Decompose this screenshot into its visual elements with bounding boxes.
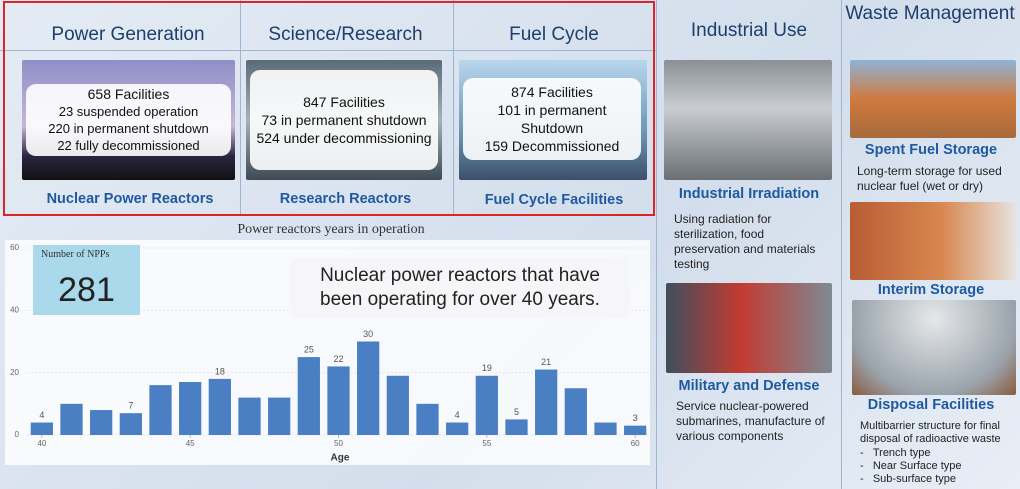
- value-label: 19: [482, 363, 492, 373]
- bar: [179, 382, 201, 435]
- bar: [357, 342, 379, 436]
- photo: [664, 60, 832, 180]
- card-line: 73 in permanent shutdown: [256, 111, 432, 129]
- bar: [209, 379, 231, 435]
- divider: [841, 0, 842, 489]
- bar: [594, 423, 616, 435]
- caption: Fuel Cycle Facilities: [455, 192, 653, 208]
- item-title: Military and Defense: [660, 378, 838, 394]
- x-tick-label: 55: [482, 439, 491, 448]
- column-title: Industrial Use: [658, 20, 840, 42]
- bar: [90, 410, 112, 435]
- y-tick-label: 20: [10, 368, 19, 377]
- x-tick-label: 60: [631, 439, 640, 448]
- bar: [624, 426, 646, 435]
- y-tick-label: 0: [15, 430, 20, 439]
- value-label: 30: [363, 329, 373, 339]
- card-line: 874 Facilities: [469, 83, 635, 101]
- list-item: - Sub-surface type: [860, 473, 1016, 486]
- photo: [850, 60, 1016, 138]
- bar: [327, 366, 349, 435]
- item-title: Interim Storage: [845, 282, 1017, 298]
- item-list: - Trench type - Near Surface type - Sub-…: [860, 447, 1016, 486]
- list-item: - Trench type: [860, 447, 1016, 460]
- item-text: Multibarrier structure for final disposa…: [860, 420, 1016, 446]
- list-text: Near Surface type: [873, 460, 962, 472]
- divider: [656, 0, 657, 489]
- card-line: 22 fully decommissioned: [32, 137, 225, 154]
- item-text: Using radiation for sterilization, food …: [674, 212, 824, 272]
- x-axis-label: Age: [331, 453, 350, 464]
- value-label: 7: [128, 401, 133, 411]
- column-title: Waste Management: [842, 2, 1018, 25]
- value-label: 4: [39, 410, 44, 420]
- value-label: 4: [455, 410, 460, 420]
- callout: Nuclear power reactors that have been op…: [290, 258, 630, 318]
- card-line: 847 Facilities: [256, 93, 432, 111]
- bar: [476, 376, 498, 435]
- column-title: Science/Research: [243, 24, 448, 46]
- facility-card: 658 Facilities 23 suspended operation 22…: [26, 84, 231, 156]
- item-title: Industrial Irradiation: [660, 186, 838, 202]
- y-tick-label: 60: [10, 243, 19, 252]
- facility-card: 874 Facilities 101 in permanent Shutdown…: [463, 78, 641, 160]
- bar: [416, 404, 438, 435]
- list-item: - Near Surface type: [860, 460, 1016, 473]
- item-text: Long-term storage for used nuclear fuel …: [857, 164, 1017, 194]
- item-text: Service nuclear-powered submarines, manu…: [676, 399, 834, 444]
- bar: [298, 357, 320, 435]
- chart-title: Power reactors years in operation: [237, 222, 424, 237]
- value-label: 5: [514, 407, 519, 417]
- kpi-value: 281: [33, 271, 140, 310]
- value-label: 18: [215, 366, 225, 376]
- column-title: Power Generation: [10, 24, 246, 46]
- card-line: 159 Decommissioned: [469, 137, 635, 155]
- card-line: 23 suspended operation: [32, 103, 225, 120]
- list-text: Trench type: [873, 447, 931, 459]
- facility-card: 847 Facilities 73 in permanent shutdown …: [250, 70, 438, 170]
- card-line: 658 Facilities: [32, 86, 225, 103]
- bar: [60, 404, 82, 435]
- card-line: 524 under decommissioning: [256, 129, 432, 147]
- bar: [120, 413, 142, 435]
- x-tick-label: 50: [334, 439, 343, 448]
- infographic: Power Generation 658 Facilities 23 suspe…: [0, 0, 1020, 489]
- bar: [565, 388, 587, 435]
- value-label: 25: [304, 344, 314, 354]
- bar: [505, 419, 527, 435]
- photo: [666, 283, 832, 373]
- item-title: Spent Fuel Storage: [845, 142, 1017, 158]
- bar: [268, 398, 290, 435]
- card-line: 220 in permanent shutdown: [32, 120, 225, 137]
- bar: [387, 376, 409, 435]
- x-tick-label: 45: [186, 439, 195, 448]
- bar: [238, 398, 260, 435]
- value-label: 21: [541, 357, 551, 367]
- photo: [850, 202, 1016, 280]
- column-title: Fuel Cycle: [455, 24, 653, 46]
- y-tick-label: 40: [10, 305, 19, 314]
- caption: Research Reactors: [243, 191, 448, 207]
- bar: [149, 385, 171, 435]
- item-title: Disposal Facilities: [845, 397, 1017, 413]
- bar: [446, 423, 468, 435]
- caption: Nuclear Power Reactors: [20, 191, 240, 207]
- list-text: Sub-surface type: [873, 473, 956, 485]
- bar: [31, 423, 53, 435]
- bar: [535, 370, 557, 435]
- x-tick-label: 40: [37, 439, 46, 448]
- kpi-card: Number of NPPs 281: [33, 245, 140, 315]
- kpi-label: Number of NPPs: [41, 249, 109, 260]
- photo: [852, 300, 1016, 395]
- value-label: 22: [333, 354, 343, 364]
- card-line: 101 in permanent Shutdown: [469, 101, 635, 137]
- value-label: 3: [633, 413, 638, 423]
